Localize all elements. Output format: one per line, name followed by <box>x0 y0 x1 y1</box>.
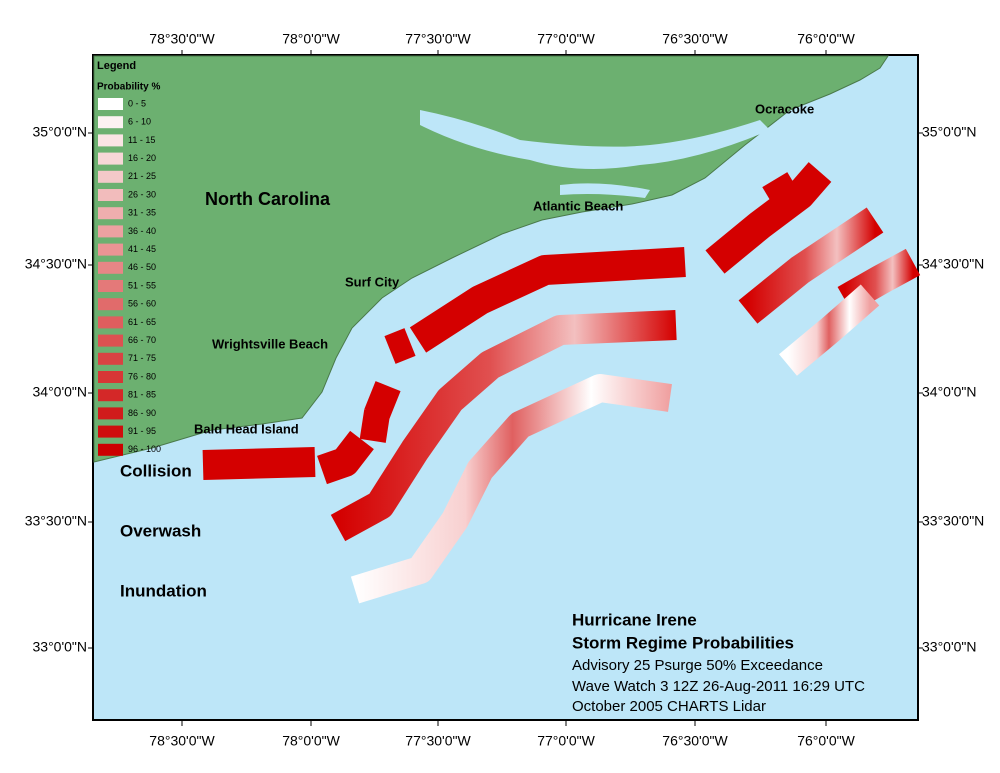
legend-swatch <box>98 98 123 110</box>
longitude-label: 78°30'0"W <box>149 733 215 749</box>
legend-swatch <box>98 207 123 220</box>
legend-label: 91 - 95 <box>128 426 156 436</box>
longitude-label: 77°30'0"W <box>405 733 471 749</box>
band-segment <box>364 381 401 419</box>
band-segment <box>317 430 374 485</box>
legend-swatch <box>98 280 123 292</box>
band-segment <box>359 409 391 443</box>
legend-swatch <box>98 352 123 365</box>
legend-swatch <box>98 316 123 329</box>
probability-bands <box>202 162 921 604</box>
legend-swatch <box>98 407 123 420</box>
latitude-label: 33°0'0"N <box>33 639 88 655</box>
legend-label: 86 - 90 <box>128 408 156 418</box>
longitude-label: 76°30'0"W <box>662 31 728 47</box>
latitude-label: 34°30'0"N <box>922 256 984 272</box>
legend-title: Legend <box>97 60 136 72</box>
legend-label: 26 - 30 <box>128 189 156 199</box>
band-segment <box>384 328 416 364</box>
legend-label: 66 - 70 <box>128 335 156 345</box>
sound <box>560 183 650 198</box>
legend-swatch <box>98 443 123 456</box>
sound <box>420 110 770 169</box>
band-segment <box>202 447 316 480</box>
band-segment <box>350 374 672 604</box>
regime-label: Inundation <box>120 581 207 600</box>
longitude-label: 76°0'0"W <box>797 31 855 47</box>
legend-swatch <box>98 389 123 402</box>
legend-swatch <box>98 189 123 201</box>
land <box>93 55 889 463</box>
longitude-label: 78°0'0"W <box>282 733 340 749</box>
latitude-label: 34°0'0"N <box>922 384 977 400</box>
band-segment <box>409 247 686 353</box>
longitude-label: 78°0'0"W <box>282 31 340 47</box>
title-line: Wave Watch 3 12Z 26-Aug-2011 16:29 UTC <box>572 678 865 695</box>
longitude-label: 77°0'0"W <box>537 733 595 749</box>
legend-label: 51 - 55 <box>128 280 156 290</box>
legend-label: 31 - 35 <box>128 208 156 218</box>
legend-swatch <box>98 261 123 274</box>
legend-swatch <box>98 243 123 256</box>
band-segment <box>779 284 880 376</box>
legend-swatch <box>98 116 123 129</box>
legend-label: 0 - 5 <box>128 98 146 108</box>
place-label: Surf City <box>345 274 400 289</box>
place-label: Bald Head Island <box>194 421 299 436</box>
legend-label: 16 - 20 <box>128 153 156 163</box>
longitude-label: 77°30'0"W <box>405 31 471 47</box>
legend-swatch <box>98 225 123 238</box>
latitude-label: 35°0'0"N <box>922 124 977 140</box>
legend-label: 56 - 60 <box>128 299 156 309</box>
longitude-label: 76°30'0"W <box>662 733 728 749</box>
place-label: Atlantic Beach <box>533 198 623 213</box>
latitude-label: 33°0'0"N <box>922 639 977 655</box>
legend-swatch <box>98 298 123 311</box>
legend-swatch <box>98 152 123 165</box>
band-segment <box>762 172 803 213</box>
longitude-label: 77°0'0"W <box>537 31 595 47</box>
title-line: Advisory 25 Psurge 50% Exceedance <box>572 657 823 674</box>
legend-label: 6 - 10 <box>128 117 151 127</box>
legend-label: 61 - 65 <box>128 317 156 327</box>
latitude-label: 33°30'0"N <box>25 513 87 529</box>
legend-swatch <box>98 371 123 383</box>
band-segment <box>738 207 884 324</box>
regime-label: Collision <box>120 461 192 480</box>
legend-label: 11 - 15 <box>128 135 155 145</box>
title-line: October 2005 CHARTS Lidar <box>572 698 766 715</box>
longitude-label: 76°0'0"W <box>797 733 855 749</box>
legend-subtitle: Probability % <box>97 82 160 93</box>
latitude-label: 34°30'0"N <box>25 256 87 272</box>
title-line: Storm Regime Probabilities <box>572 633 794 652</box>
latitude-label: 35°0'0"N <box>33 124 88 140</box>
latitude-label: 34°0'0"N <box>33 384 88 400</box>
legend-label: 36 - 40 <box>128 226 156 236</box>
legend-label: 71 - 75 <box>128 353 156 363</box>
legend-label: 96 - 100 <box>128 444 161 454</box>
place-label: North Carolina <box>205 189 331 209</box>
legend-swatch <box>98 425 123 438</box>
labels: 78°30'0"W 78°30'0"W 78°0'0"W 78°0'0"W 77°30'… <box>25 31 985 749</box>
legend-swatch <box>98 134 123 147</box>
legend-label: 46 - 50 <box>128 262 156 272</box>
regime-label: Overwash <box>120 521 201 540</box>
title-line: Hurricane Irene <box>572 610 697 629</box>
legend-label: 21 - 25 <box>128 171 156 181</box>
latitude-label: 33°30'0"N <box>922 513 984 529</box>
place-label: Ocracoke <box>755 101 814 116</box>
place-label: Wrightsville Beach <box>212 336 328 351</box>
longitude-label: 78°30'0"W <box>149 31 215 47</box>
legend-swatch <box>98 334 123 347</box>
legend-swatch <box>98 170 123 183</box>
legend-label: 81 - 85 <box>128 390 156 400</box>
legend-label: 76 - 80 <box>128 371 156 381</box>
legend-label: 41 - 45 <box>128 244 156 254</box>
band-segment <box>330 310 677 542</box>
